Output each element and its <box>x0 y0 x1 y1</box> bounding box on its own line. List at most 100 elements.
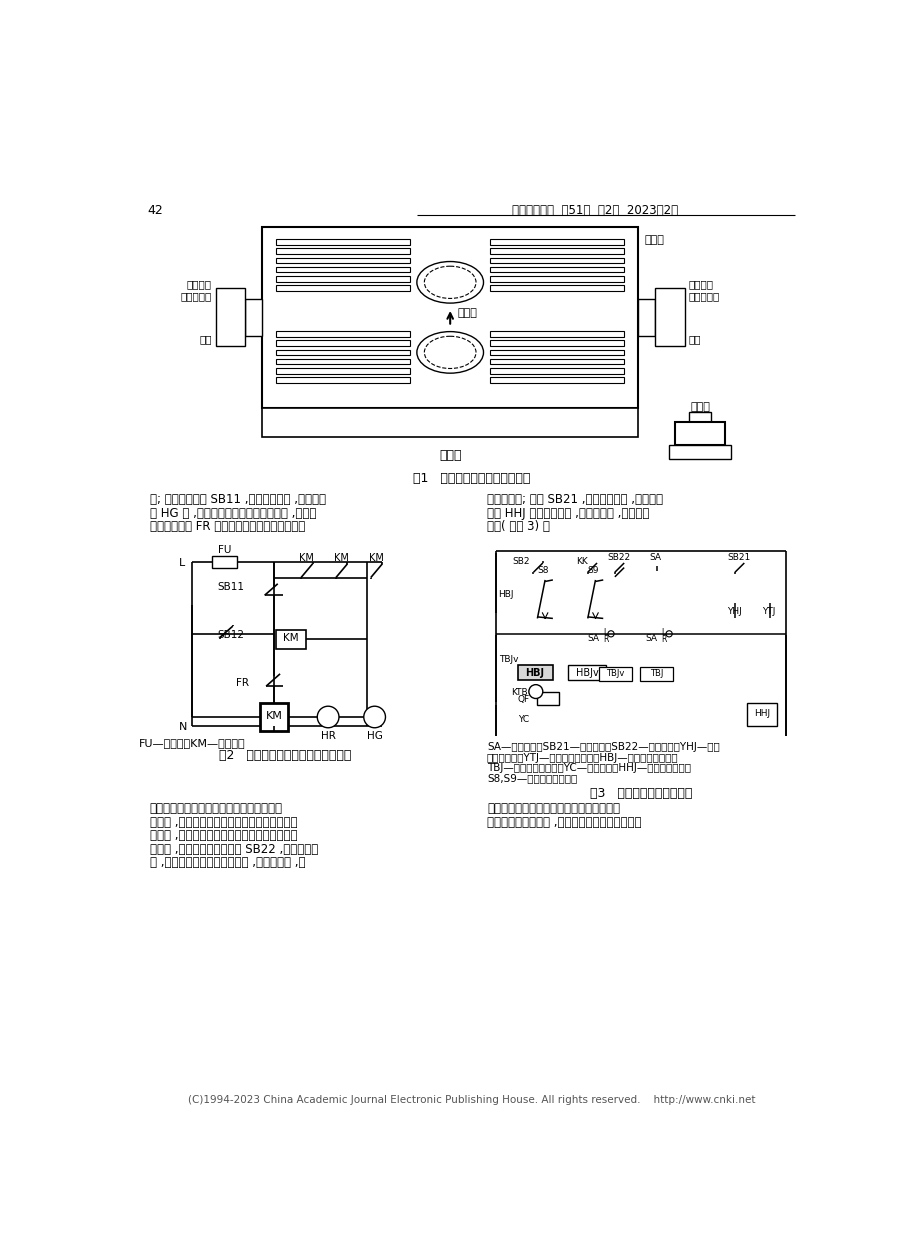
Text: HBJ: HBJ <box>498 590 514 600</box>
Text: YHJ: YHJ <box>726 607 742 616</box>
Text: 主电动机的控制回路位于高压配电所内的开: 主电动机的控制回路位于高压配电所内的开 <box>150 802 282 816</box>
Text: 辅助散热
风机电动机: 辅助散热 风机电动机 <box>687 280 719 301</box>
Text: SB11: SB11 <box>217 582 244 592</box>
Text: KK: KK <box>575 557 587 566</box>
Text: HG: HG <box>367 731 382 741</box>
Bar <box>216 289 245 346</box>
Circle shape <box>528 684 542 698</box>
Text: 停车( 见图 3) 。: 停车( 见图 3) 。 <box>486 521 550 533</box>
Bar <box>654 289 684 346</box>
Text: N: N <box>178 722 187 732</box>
Text: SB12: SB12 <box>217 629 244 639</box>
Text: 和启停控制方式不同 ,所以主电动机的启停操作和: 和启停控制方式不同 ,所以主电动机的启停操作和 <box>486 816 641 829</box>
Bar <box>517 664 552 679</box>
Bar <box>675 422 724 445</box>
Bar <box>245 299 262 336</box>
Text: 箱附近 ,操作柱上的启动按钮和停止按钮均为常: 箱附近 ,操作柱上的启动按钮和停止按钮均为常 <box>150 829 297 842</box>
Text: KM: KM <box>369 553 383 563</box>
Bar <box>598 667 631 681</box>
Bar <box>638 299 654 336</box>
Bar <box>276 249 410 254</box>
Text: SA: SA <box>649 553 661 562</box>
Bar <box>668 445 731 458</box>
Text: 氮肥与合成气  第51卷  第2期  2023年2月: 氮肥与合成气 第51卷 第2期 2023年2月 <box>512 204 678 217</box>
Text: KM: KM <box>299 553 313 563</box>
Ellipse shape <box>416 331 483 373</box>
Text: L: L <box>178 558 185 568</box>
Bar <box>490 350 623 355</box>
Bar <box>276 257 410 264</box>
Bar <box>276 286 410 291</box>
Text: R: R <box>661 636 666 644</box>
Bar <box>276 358 410 365</box>
Text: SA: SA <box>645 633 657 643</box>
Bar <box>490 276 623 281</box>
Text: HHJ: HHJ <box>754 709 769 718</box>
Bar <box>276 240 410 245</box>
Bar <box>537 692 559 704</box>
Text: SB22: SB22 <box>607 553 630 562</box>
Text: L: L <box>661 628 665 637</box>
Ellipse shape <box>416 261 483 304</box>
Text: SA: SA <box>587 633 599 643</box>
Text: S9: S9 <box>587 566 598 575</box>
Bar <box>688 412 710 422</box>
Text: 图2   辅助散热风机电动机控制原理图: 图2 辅助散热风机电动机控制原理图 <box>219 749 351 762</box>
Text: 电器 HHJ 分闸线圈得电 ,主触头分闸 ,主电动机: 电器 HHJ 分闸线圈得电 ,主触头分闸 ,主电动机 <box>486 507 649 520</box>
Text: KM: KM <box>266 711 282 721</box>
Bar <box>490 267 623 272</box>
Text: 风扇: 风扇 <box>687 335 700 345</box>
Text: 通过热继电器 FR 对散热风机电动机进行保护。: 通过热继电器 FR 对散热风机电动机进行保护。 <box>150 521 305 533</box>
Text: 主电机: 主电机 <box>438 448 461 462</box>
Text: YTJ: YTJ <box>761 607 775 616</box>
Ellipse shape <box>424 336 475 368</box>
Text: 风扇: 风扇 <box>199 335 211 345</box>
Bar <box>262 408 638 437</box>
Text: S8,S9—断路器内部触点。: S8,S9—断路器内部触点。 <box>486 773 576 783</box>
Text: FR: FR <box>236 678 249 688</box>
Text: 散热片: 散热片 <box>458 307 477 317</box>
Text: HR: HR <box>321 731 335 741</box>
Bar <box>262 227 638 408</box>
Text: 42: 42 <box>147 204 164 217</box>
Bar <box>490 377 623 382</box>
Text: 合闸继电器；YTJ—遥控跳闸继电器；HBJ—合闸保护继电器；: 合闸继电器；YTJ—遥控跳闸继电器；HBJ—合闸保护继电器； <box>486 753 678 763</box>
Bar <box>490 331 623 336</box>
Bar <box>276 377 410 382</box>
Bar <box>746 703 776 726</box>
Bar <box>490 341 623 346</box>
Text: 水泵: 水泵 <box>444 342 455 351</box>
Text: SA—转换开关；SB21—停止按钮；SB22—启动按钮；YHJ—遥控: SA—转换开关；SB21—停止按钮；SB22—启动按钮；YHJ—遥控 <box>486 742 719 752</box>
Text: HBJv: HBJv <box>575 668 597 678</box>
Bar <box>276 276 410 281</box>
Text: 冷却器: 冷却器 <box>643 235 664 245</box>
Text: 联轴器: 联轴器 <box>689 402 709 412</box>
Text: 图1   循环水泵电动机剖面示意图: 图1 循环水泵电动机剖面示意图 <box>413 472 529 485</box>
Text: FU—熔断器；KM—接触器。: FU—熔断器；KM—接触器。 <box>139 738 245 748</box>
Circle shape <box>363 706 385 728</box>
Bar <box>211 556 236 568</box>
Text: FU: FU <box>218 546 231 556</box>
Text: TBJ—跳闸保护继电器；YC—合闸线圈；HHJ—双位置继电器；: TBJ—跳闸保护继电器；YC—合闸线圈；HHJ—双位置继电器； <box>486 763 690 773</box>
Bar <box>260 703 288 731</box>
Text: 行; 按下停止按钮 SB11 ,控制回路断开 ,停止指示: 行; 按下停止按钮 SB11 ,控制回路断开 ,停止指示 <box>150 493 325 506</box>
Bar <box>276 368 410 373</box>
Circle shape <box>665 631 672 637</box>
Text: YC: YC <box>517 714 528 723</box>
Bar <box>490 249 623 254</box>
Text: 因为主电动机和辅助散热风机电动机的电源: 因为主电动机和辅助散热风机电动机的电源 <box>486 802 619 816</box>
Text: KM: KM <box>283 633 299 643</box>
Bar <box>276 629 305 649</box>
Text: KM: KM <box>334 553 348 563</box>
Text: L: L <box>603 628 607 637</box>
Text: KTB: KTB <box>510 688 528 697</box>
Bar <box>490 286 623 291</box>
Circle shape <box>317 706 338 728</box>
Text: 水泵: 水泵 <box>444 272 455 281</box>
Text: 电动机运行; 按下 SB21 ,分闸回路接通 ,双位置继: 电动机运行; 按下 SB21 ,分闸回路接通 ,双位置继 <box>486 493 663 506</box>
Bar <box>490 368 623 373</box>
Text: 辅助散热
风机电动机: 辅助散热 风机电动机 <box>180 280 211 301</box>
Bar <box>276 331 410 336</box>
Text: SB2: SB2 <box>512 557 529 566</box>
Text: R: R <box>603 636 608 644</box>
